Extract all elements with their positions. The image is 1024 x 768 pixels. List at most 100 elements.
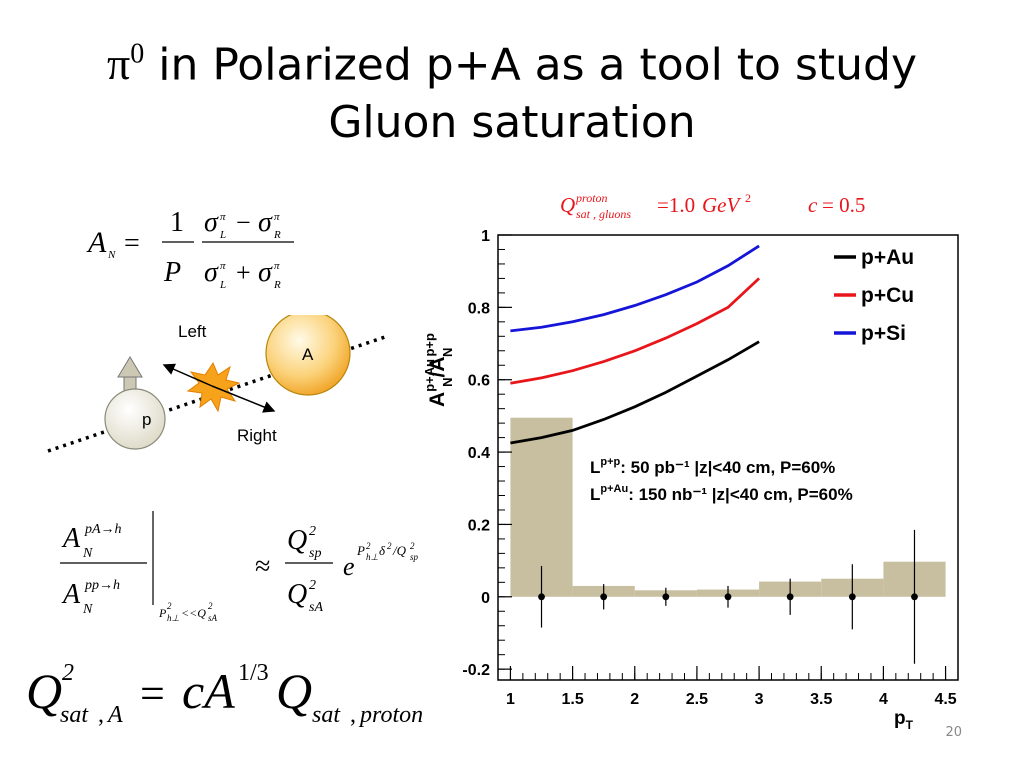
y-tick-label: -0.2	[462, 662, 490, 679]
lumi-line-0: Lp+p: 50 pb⁻¹ |z|<40 cm, P=60%	[590, 456, 835, 477]
svg-text:A: A	[61, 523, 81, 554]
svg-text:2: 2	[309, 524, 316, 539]
svg-text:sA: sA	[309, 600, 323, 615]
svg-text:proton: proton	[358, 702, 423, 728]
y-tick-label: 0	[481, 590, 490, 607]
svg-text:L: L	[219, 229, 226, 241]
svg-text:/Q: /Q	[392, 543, 407, 558]
svg-text:1/3: 1/3	[238, 660, 269, 686]
svg-text:A: A	[61, 579, 81, 610]
svg-text:2: 2	[366, 541, 371, 551]
nucleus-label: A	[302, 345, 314, 364]
svg-text:= 0.5: = 0.5	[822, 193, 865, 217]
lumi-line-1: Lp+Au: 150 nb⁻¹ |z|<40 cm, P=60%	[590, 483, 853, 504]
series-line-p+Cu	[510, 277, 761, 385]
svg-text:sp: sp	[410, 552, 419, 562]
svg-text:<<Q: <<Q	[181, 606, 206, 620]
svg-text:Q: Q	[287, 525, 307, 556]
svg-text:A: A	[106, 702, 123, 728]
svg-text:σ: σ	[258, 257, 273, 288]
svg-text:h⊥: h⊥	[167, 613, 180, 623]
x-tick-label: 2.5	[686, 691, 708, 708]
svg-text:2: 2	[167, 601, 172, 611]
svg-text:sat: sat	[312, 702, 341, 728]
legend-label-p+Si: p+Si	[861, 322, 906, 345]
series-line-p+Au	[510, 340, 760, 445]
svg-text:e: e	[343, 552, 355, 581]
svg-text:Q: Q	[26, 663, 62, 719]
an-formula: A N = 1 P σ π L − σ π R σ π L + σ π R	[86, 207, 294, 291]
svg-text:P: P	[163, 257, 181, 288]
proton-ball	[104, 388, 166, 450]
svg-text:π: π	[274, 211, 280, 223]
svg-text:δ: δ	[379, 543, 386, 558]
x-tick-label: 4	[879, 691, 888, 708]
svg-text:sat: sat	[60, 702, 89, 728]
asymmetry-ratio-chart: Q proton sat , gluons =1.0 GeV 2 c = 0.5…	[422, 191, 959, 732]
svg-text:−: −	[236, 208, 251, 237]
svg-text:2: 2	[208, 601, 213, 611]
y-tick-label: 1	[481, 228, 490, 245]
chart-top-annotation: Q proton sat , gluons =1.0 GeV 2 c = 0.5	[560, 191, 865, 221]
svg-text:1: 1	[170, 207, 184, 238]
x-tick-label: 2	[630, 691, 639, 708]
title-line-2: Gluon saturation	[328, 97, 696, 149]
svg-text:P: P	[158, 606, 167, 620]
title-line-1-text: in Polarized p+A as a tool to study	[144, 39, 917, 91]
svg-text:Q: Q	[287, 579, 307, 610]
data-point-4	[786, 593, 794, 601]
legend-label-p+Au: p+Au	[861, 246, 914, 269]
svg-text:sp: sp	[309, 546, 321, 561]
y-tick-label: 0.8	[468, 300, 490, 317]
legend-label-p+Cu: p+Cu	[861, 284, 914, 307]
svg-text:,: ,	[98, 702, 104, 728]
svg-text:Q: Q	[276, 663, 312, 719]
svg-text:pA→h: pA→h	[84, 522, 122, 537]
y-axis-label: Ap+Au N/Ap+p N	[422, 333, 455, 407]
data-point-1	[600, 593, 608, 601]
ratio-formula: A pA→h N A pp→h N P 2 h⊥ <<Q 2 sA ≈ Q 2 …	[60, 511, 419, 623]
svg-text:σ: σ	[204, 257, 219, 288]
nucleus-ball	[265, 315, 351, 396]
svg-text:σ: σ	[204, 207, 219, 238]
left-label: Left	[178, 322, 207, 341]
svg-text:R: R	[273, 279, 281, 291]
x-tick-label: 1	[506, 691, 515, 708]
svg-text:N: N	[107, 249, 116, 261]
svg-text:≈: ≈	[255, 551, 270, 582]
data-point-6	[911, 593, 918, 601]
title-pi-symbol: π0	[107, 38, 145, 90]
svg-text:sat , gluons: sat , gluons	[576, 207, 631, 221]
x-tick-label: 1.5	[561, 691, 583, 708]
svg-text:R: R	[273, 229, 281, 241]
data-point-0	[538, 593, 545, 601]
svg-text:c: c	[808, 193, 818, 217]
svg-text:proton: proton	[575, 191, 608, 205]
svg-text:=: =	[140, 669, 165, 718]
slide-title: π0 in Polarized p+A as a tool to study G…	[40, 26, 984, 152]
y-tick-label: 0.2	[468, 517, 490, 534]
svg-text:2: 2	[387, 541, 392, 551]
svg-text:π: π	[220, 260, 226, 272]
svg-text:2: 2	[410, 541, 415, 551]
svg-text:sA: sA	[208, 613, 218, 623]
data-point-2	[662, 593, 670, 601]
right-arrow	[211, 385, 276, 413]
svg-text:+: +	[236, 258, 251, 287]
collision-diagram: p A Left Right	[47, 315, 386, 453]
svg-text:2: 2	[62, 660, 74, 686]
x-tick-label: 3	[755, 691, 764, 708]
y-tick-label: 0.4	[468, 445, 490, 462]
x-tick-label: 4.5	[934, 691, 956, 708]
x-axis-label: pT	[894, 708, 914, 732]
right-label: Right	[237, 426, 277, 445]
svg-text:N: N	[82, 602, 93, 617]
svg-text:π: π	[220, 211, 226, 223]
series-line-p+Si	[510, 244, 760, 333]
svg-text:cA: cA	[182, 663, 235, 719]
proton-label: p	[142, 410, 151, 429]
svg-text:,: ,	[350, 702, 356, 728]
svg-text:Q: Q	[560, 193, 575, 217]
data-point-5	[848, 593, 856, 601]
svg-text:=1.0: =1.0	[657, 193, 695, 217]
